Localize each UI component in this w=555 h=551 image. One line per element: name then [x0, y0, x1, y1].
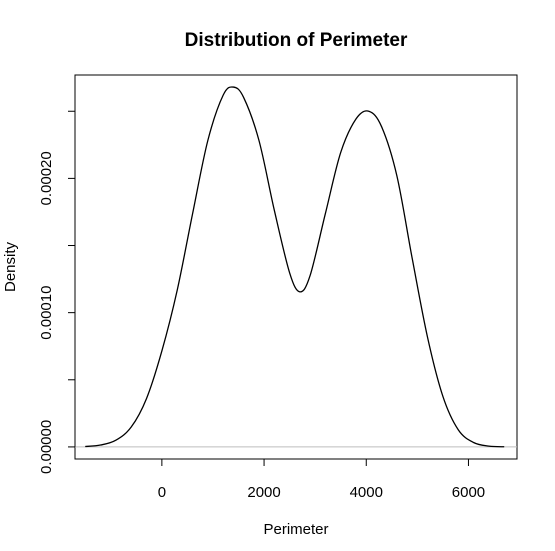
plot-frame: [74, 74, 518, 460]
x-axis-label: Perimeter: [263, 521, 328, 538]
x-tick-label: 2000: [247, 484, 280, 501]
y-axis-label: Density: [2, 241, 19, 292]
y-tick-label: 0.00010: [38, 286, 55, 340]
chart-title: Distribution of Perimeter: [185, 30, 408, 51]
x-axis: 0 2000 4000 6000: [158, 458, 485, 501]
y-axis: 0.00000 0.00010 0.00020: [38, 110, 76, 474]
y-tick-label: 0.00020: [38, 151, 55, 205]
density-curve: [85, 86, 505, 448]
y-tick-label: 0.00000: [38, 420, 55, 474]
x-tick-label: 6000: [452, 484, 485, 501]
x-tick-label: 0: [158, 484, 166, 501]
x-tick-label: 4000: [350, 484, 383, 501]
